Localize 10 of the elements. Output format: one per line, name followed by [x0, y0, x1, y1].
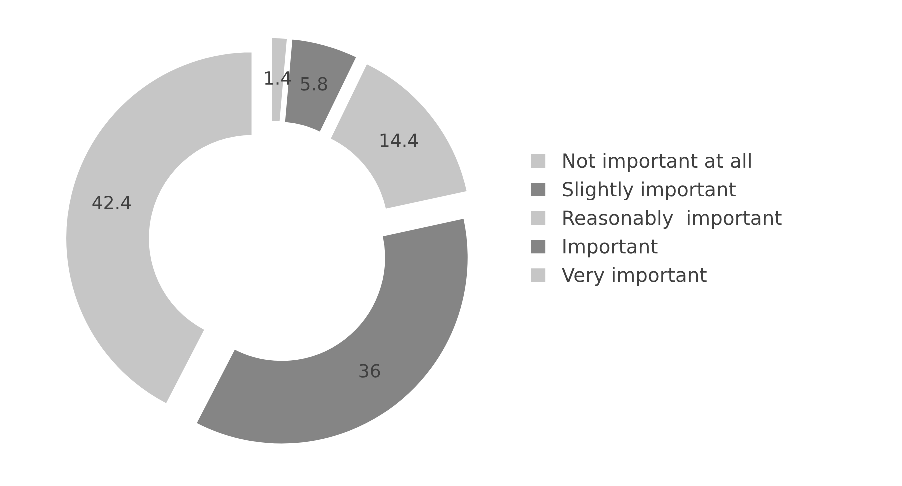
data-label: 1.4: [265, 72, 292, 85]
legend-label: Slightly important: [563, 182, 736, 201]
legend-label: Very important: [562, 267, 707, 286]
data-label: 5.8: [301, 77, 328, 91]
legend-label: Not important at all: [564, 153, 751, 172]
legend-label: Reasonably important: [564, 210, 782, 230]
legend-label: Important: [564, 239, 658, 258]
data-label: 14.4: [380, 134, 418, 148]
data-label: 42.4: [92, 196, 132, 210]
data-label: 36: [360, 364, 380, 378]
